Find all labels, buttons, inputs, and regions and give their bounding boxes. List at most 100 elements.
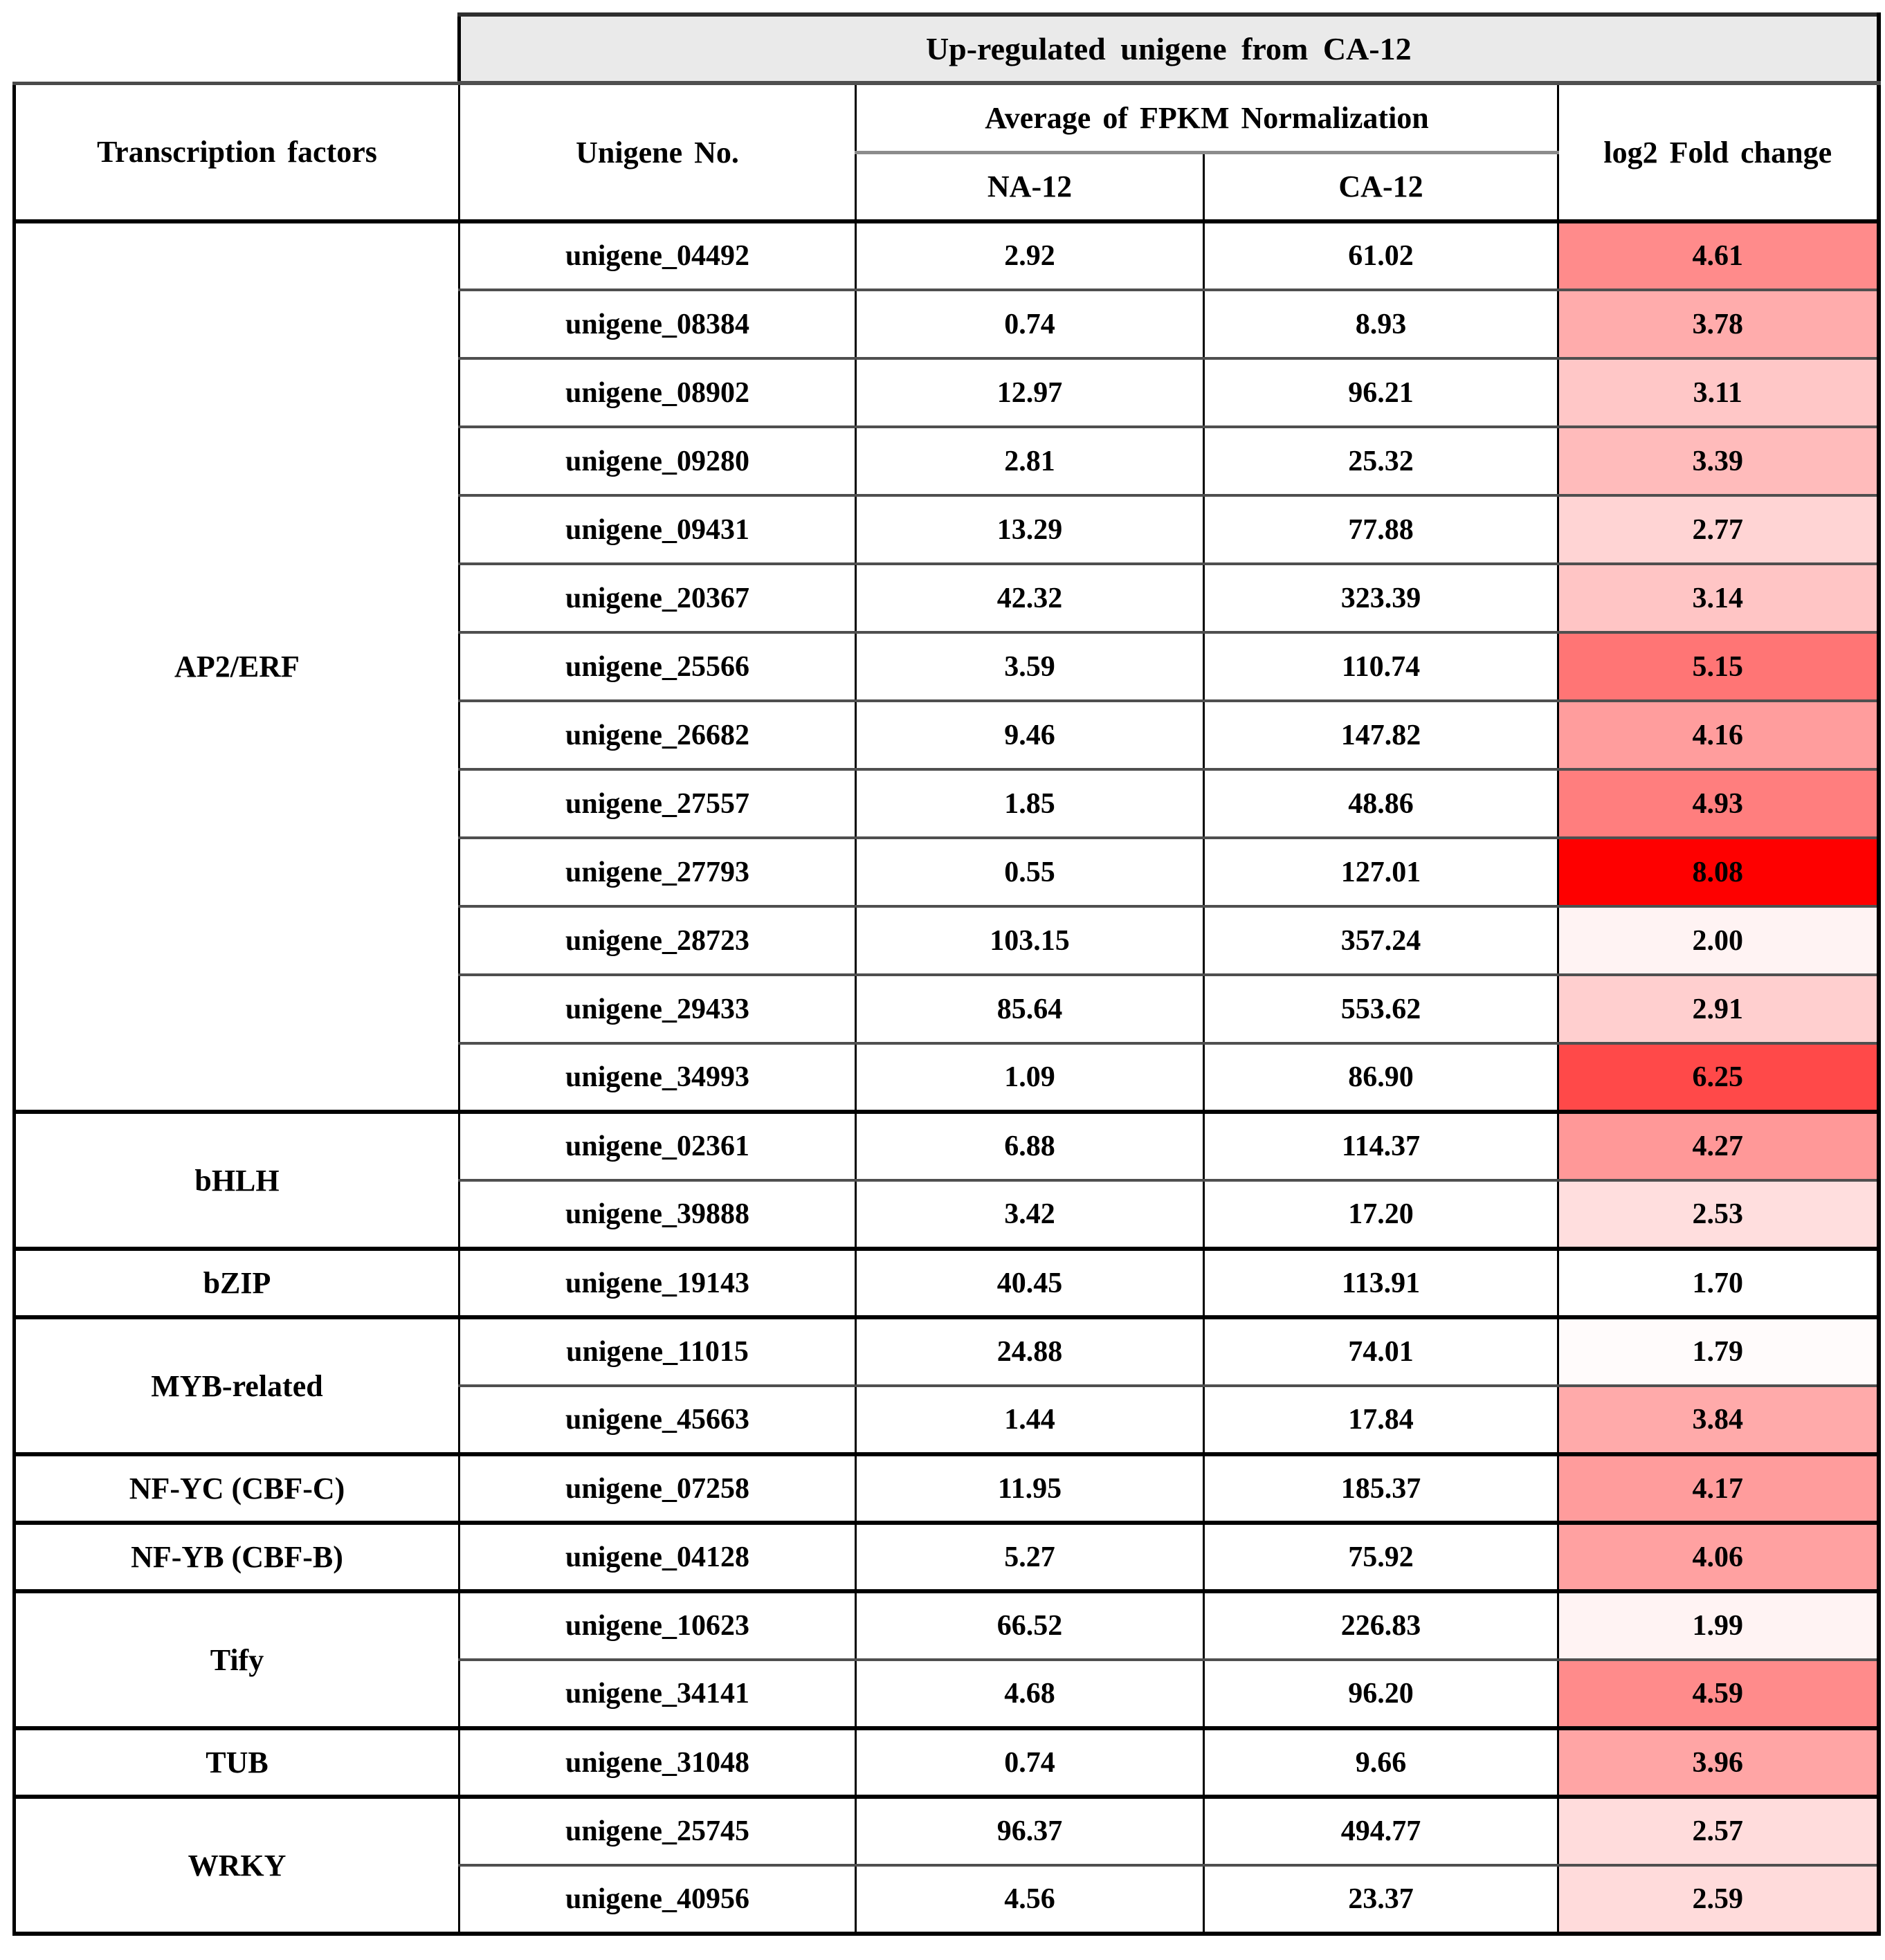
fold-value-cell: 4.06: [1556, 1521, 1881, 1593]
column-header-ca12: CA-12: [1203, 151, 1559, 223]
unigene-cell: unigene_08902: [458, 357, 857, 428]
na-value-cell: 5.27: [855, 1521, 1205, 1593]
table-row: unigene_25566 3.59 110.74 5.15: [15, 631, 1881, 702]
na-value-cell: 1.85: [855, 768, 1205, 839]
tf-group-cell: AP2/ERF: [12, 219, 460, 1113]
table-row: WRKY unigene_25745 96.37 494.77 2.57: [12, 1795, 1881, 1936]
column-header-log2-fold-change: log2 Fold change: [1556, 82, 1881, 223]
unigene-cell: unigene_07258: [458, 1452, 857, 1524]
na-value-cell: 6.88: [855, 1110, 1205, 1182]
table-row: bZIP unigene_19143 40.45 113.91 1.70: [12, 1247, 1881, 1319]
unigene-cell: unigene_25566: [458, 631, 857, 702]
ca-value-cell: 127.01: [1203, 836, 1559, 908]
fold-value-cell: 3.96: [1556, 1726, 1881, 1798]
unigene-cell: unigene_04128: [458, 1521, 857, 1593]
unigene-cell: unigene_40956: [458, 1864, 857, 1936]
na-value-cell: 0.74: [855, 1726, 1205, 1798]
fold-value-cell: 5.15: [1556, 631, 1881, 702]
unigene-cell: unigene_09280: [458, 425, 857, 497]
unigene-cell: unigene_27557: [458, 768, 857, 839]
table-row: AP2/ERF unigene_04492 2.92 61.02 4.61: [12, 219, 1881, 1113]
unigene-cell: unigene_45663: [458, 1384, 857, 1456]
unigene-cell: unigene_34993: [458, 1042, 857, 1113]
table-row: TUB unigene_31048 0.74 9.66 3.96: [12, 1726, 1881, 1798]
tf-group-cell: WRKY: [12, 1795, 460, 1936]
na-value-cell: 96.37: [855, 1795, 1205, 1867]
table-row: unigene_09280 2.81 25.32 3.39: [15, 425, 1881, 497]
ca-value-cell: 96.21: [1203, 357, 1559, 428]
na-value-cell: 0.74: [855, 288, 1205, 360]
tf-group-cell: bHLH: [12, 1110, 460, 1250]
na-value-cell: 11.95: [855, 1452, 1205, 1524]
table-row: unigene_45663 1.44 17.84 3.84: [15, 1384, 1881, 1456]
column-header-na12: NA-12: [855, 151, 1205, 223]
ca-value-cell: 8.93: [1203, 288, 1559, 360]
fold-value-cell: 3.11: [1556, 357, 1881, 428]
unigene-cell: unigene_31048: [458, 1726, 857, 1798]
table-row: bHLH unigene_02361 6.88 114.37 4.27: [12, 1110, 1881, 1250]
tf-group-cell: MYB-related: [12, 1315, 460, 1456]
fold-value-cell: 3.39: [1556, 425, 1881, 497]
unigene-cell: unigene_11015: [458, 1315, 857, 1387]
ca-value-cell: 494.77: [1203, 1795, 1559, 1867]
na-value-cell: 13.29: [855, 494, 1205, 565]
table-row: unigene_34141 4.68 96.20 4.59: [15, 1658, 1881, 1730]
fold-value-cell: 4.61: [1556, 219, 1881, 291]
na-value-cell: 85.64: [855, 973, 1205, 1045]
unigene-cell: unigene_08384: [458, 288, 857, 360]
ca-value-cell: 17.84: [1203, 1384, 1559, 1456]
ca-value-cell: 96.20: [1203, 1658, 1559, 1730]
fold-value-cell: 1.70: [1556, 1247, 1881, 1319]
tf-group-cell: NF-YB (CBF-B): [12, 1521, 460, 1593]
na-value-cell: 4.68: [855, 1658, 1205, 1730]
fold-value-cell: 4.27: [1556, 1110, 1881, 1182]
fold-value-cell: 2.57: [1556, 1795, 1881, 1867]
na-value-cell: 9.46: [855, 699, 1205, 771]
ca-value-cell: 75.92: [1203, 1521, 1559, 1593]
fold-value-cell: 1.79: [1556, 1315, 1881, 1387]
unigene-cell: unigene_29433: [458, 973, 857, 1045]
fold-value-cell: 2.91: [1556, 973, 1881, 1045]
na-value-cell: 4.56: [855, 1864, 1205, 1936]
unigene-cell: unigene_19143: [458, 1247, 857, 1319]
unigene-cell: unigene_20367: [458, 562, 857, 634]
table-title-banner: Up-regulated unigene from CA-12: [457, 12, 1881, 85]
tf-group-cell: NF-YC (CBF-C): [12, 1452, 460, 1524]
fold-value-cell: 2.77: [1556, 494, 1881, 565]
ca-value-cell: 226.83: [1203, 1589, 1559, 1661]
fold-value-cell: 2.53: [1556, 1179, 1881, 1250]
fold-value-cell: 3.84: [1556, 1384, 1881, 1456]
na-value-cell: 1.44: [855, 1384, 1205, 1456]
unigene-cell: unigene_27793: [458, 836, 857, 908]
na-value-cell: 0.55: [855, 836, 1205, 908]
tf-group-cell: TUB: [12, 1726, 460, 1798]
na-value-cell: 24.88: [855, 1315, 1205, 1387]
table-row: unigene_08384 0.74 8.93 3.78: [15, 288, 1881, 360]
ca-value-cell: 113.91: [1203, 1247, 1559, 1319]
fold-value-cell: 2.00: [1556, 905, 1881, 976]
fold-value-cell: 4.16: [1556, 699, 1881, 771]
fold-value-cell: 4.17: [1556, 1452, 1881, 1524]
tf-group-cell: Tify: [12, 1589, 460, 1730]
na-value-cell: 103.15: [855, 905, 1205, 976]
ca-value-cell: 9.66: [1203, 1726, 1559, 1798]
ca-value-cell: 25.32: [1203, 425, 1559, 497]
ca-value-cell: 147.82: [1203, 699, 1559, 771]
ca-value-cell: 114.37: [1203, 1110, 1559, 1182]
unigene-cell: unigene_09431: [458, 494, 857, 565]
banner-row: Up-regulated unigene from CA-12: [14, 12, 1881, 85]
table-body: AP2/ERF unigene_04492 2.92 61.02 4.61 unigene…: [12, 219, 1881, 1936]
unigene-cell: unigene_25745: [458, 1795, 857, 1867]
fold-value-cell: 6.25: [1556, 1042, 1881, 1113]
ca-value-cell: 77.88: [1203, 494, 1559, 565]
unigene-cell: unigene_04492: [458, 219, 857, 291]
column-header-fpkm-average: Average of FPKM Normalization: [855, 82, 1559, 154]
fold-value-cell: 4.59: [1556, 1658, 1881, 1730]
na-value-cell: 3.42: [855, 1179, 1205, 1250]
table-row: unigene_27793 0.55 127.01 8.08: [15, 836, 1881, 908]
fold-value-cell: 3.78: [1556, 288, 1881, 360]
unigene-cell: unigene_39888: [458, 1179, 857, 1250]
ca-value-cell: 323.39: [1203, 562, 1559, 634]
fold-value-cell: 3.14: [1556, 562, 1881, 634]
unigene-cell: unigene_02361: [458, 1110, 857, 1182]
